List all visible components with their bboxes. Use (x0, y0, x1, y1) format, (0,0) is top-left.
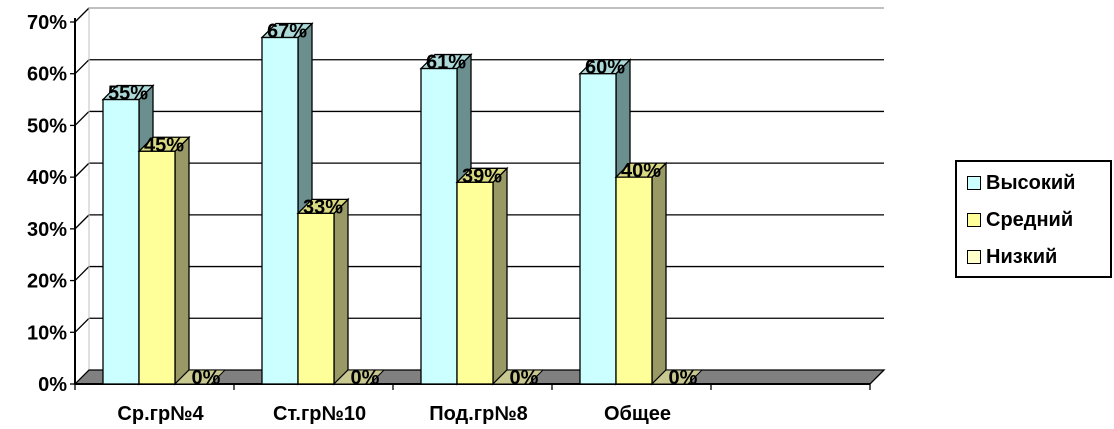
y-tick-label: 30% (27, 219, 67, 241)
legend-swatch-low (967, 250, 981, 264)
y-tick-label: 0% (38, 374, 67, 396)
x-category-labels: Ср.гр№4 Ст.гр№10 Под.гр№8 Общее (117, 403, 671, 425)
data-label: 0% (192, 367, 221, 389)
bar-high (103, 100, 139, 384)
bar-medium (298, 213, 334, 384)
y-tick-label: 70% (27, 12, 67, 34)
bar-medium-side (334, 199, 348, 384)
gridline-diagonal (75, 163, 89, 177)
legend-swatch-high (967, 176, 981, 190)
bar-medium-side (652, 163, 666, 384)
bar-medium (457, 182, 493, 384)
data-label: 40% (621, 160, 661, 182)
y-tick-label: 40% (27, 167, 67, 189)
bar-medium-side (175, 137, 189, 384)
data-label: 0% (351, 367, 380, 389)
bar-high (580, 74, 616, 384)
gridline-diagonal (75, 318, 89, 332)
y-tick-label: 60% (27, 64, 67, 86)
legend-label-high: Высокий (986, 172, 1075, 195)
legend-label-medium: Средний (986, 209, 1073, 232)
bar-chart: 55% 45% 0% 67% 33% 0% 61% 39% 0% 60% 40% 0% 0% 10% 20… (0, 0, 940, 429)
legend-swatch-medium (967, 213, 981, 227)
bar-high (262, 38, 298, 384)
y-tick-labels: 0% 10% 20% 30% 40% 50% 60% 70% (27, 12, 67, 396)
gridline-diagonal (75, 111, 89, 125)
data-label: 55% (108, 83, 148, 105)
legend-item-medium: Средний (967, 207, 1073, 233)
legend-item-low: Низкий (967, 244, 1057, 270)
data-label: 0% (510, 367, 539, 389)
gridline-diagonal (75, 8, 89, 22)
y-tick-label: 50% (27, 115, 67, 137)
data-label: 0% (669, 367, 698, 389)
data-label: 61% (426, 52, 466, 74)
data-label: 67% (267, 21, 307, 43)
data-label: 39% (462, 165, 502, 187)
gridline-diagonal (75, 267, 89, 281)
x-category-label: Общее (604, 403, 671, 425)
gridline-diagonal (75, 215, 89, 229)
data-label: 33% (303, 196, 343, 218)
bar-medium (139, 151, 175, 384)
data-label: 45% (144, 134, 184, 156)
legend-item-high: Высокий (967, 170, 1075, 196)
legend-label-low: Низкий (986, 246, 1057, 269)
y-tick-label: 20% (27, 271, 67, 293)
y-tick-label: 10% (27, 322, 67, 344)
bar-medium (616, 177, 652, 384)
bar-high (421, 69, 457, 384)
x-category-label: Ср.гр№4 (117, 403, 204, 425)
data-label: 60% (585, 57, 625, 79)
bar-medium-side (493, 168, 507, 384)
legend: Высокий Средний Низкий (955, 160, 1112, 278)
x-category-label: Под.гр№8 (429, 403, 528, 425)
x-category-label: Ст.гр№10 (273, 403, 366, 425)
gridline-diagonal (75, 60, 89, 74)
